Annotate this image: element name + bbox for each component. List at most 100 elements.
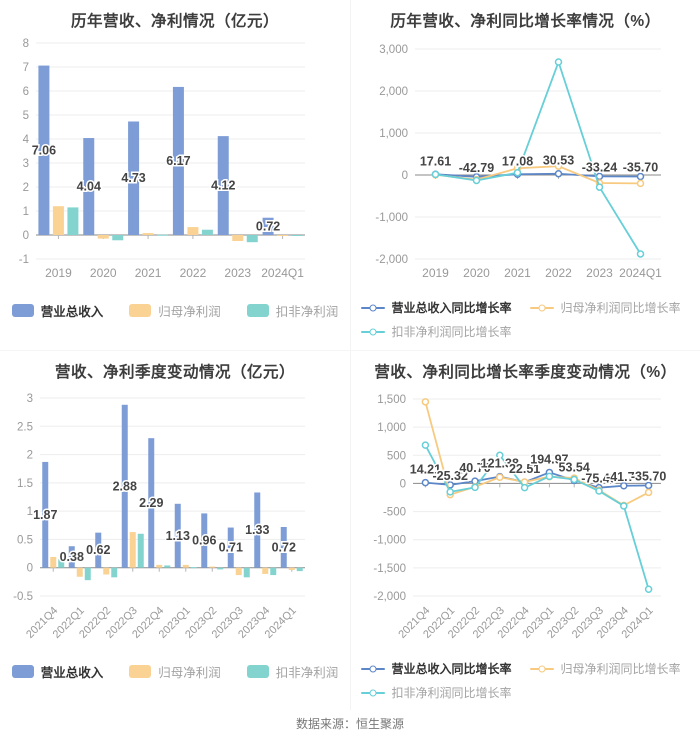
legend-label-net-profit: 归母净利润 xyxy=(158,305,221,319)
quarterly-growth-legend: 营业总收入同比增长率 归母净利润同比增长率扣非净利润同比增长率 xyxy=(360,660,691,701)
legend-item-non-recurring-profit[interactable]: 扣非净利润 xyxy=(246,301,338,320)
legend-item-revenue[interactable]: 营业总收入 xyxy=(11,301,103,320)
svg-text:2024Q1: 2024Q1 xyxy=(261,266,304,280)
legend-marker-ring xyxy=(538,304,546,311)
annual-growth-title: 历年营收、净利同比增长率情况（%） xyxy=(390,13,661,30)
legend-swatch-revenue xyxy=(11,304,34,317)
svg-text:1: 1 xyxy=(23,206,29,218)
svg-text:-1,500: -1,500 xyxy=(373,563,406,575)
svg-text:14.21: 14.21 xyxy=(410,463,441,477)
annual-amounts-chart: 8 7 6 5 4 3 2 1 0 -1 2019 2020 2021 2022 2023 2024Q1 7.0… xyxy=(19,38,305,280)
chart-grid: 历年营收、净利情况（亿元） 8 7 6 5 4 3 2 1 0 -1 2019 2020 2021 202… xyxy=(0,0,700,710)
svg-text:2,000: 2,000 xyxy=(379,86,408,98)
svg-text:17.08: 17.08 xyxy=(502,154,533,168)
legend-line-marker-revenue-growth xyxy=(360,304,385,311)
legend-marker-ring xyxy=(369,665,376,672)
svg-text:2021: 2021 xyxy=(504,266,531,280)
svg-text:53.54: 53.54 xyxy=(559,460,590,474)
svg-text:0: 0 xyxy=(27,563,33,575)
svg-text:-41.71: -41.71 xyxy=(606,470,641,484)
legend-item-non-recurring-growth[interactable]: 扣非净利润同比增长率 xyxy=(360,684,512,701)
legend-item-net-profit-growth[interactable]: 归母净利润同比增长率 xyxy=(529,660,681,677)
legend-marker-ring xyxy=(369,304,376,311)
legend-label-revenue: 营业总收入 xyxy=(40,666,104,680)
svg-text:121.38: 121.38 xyxy=(481,457,519,471)
svg-text:2022: 2022 xyxy=(545,266,572,280)
svg-text:3: 3 xyxy=(27,393,33,405)
svg-text:-500: -500 xyxy=(383,507,406,519)
legend-item-revenue-growth[interactable]: 营业总收入同比增长率 xyxy=(360,299,512,316)
legend-marker-ring xyxy=(369,689,376,696)
legend-label-net-profit-growth: 归母净利润同比增长率 xyxy=(560,301,681,315)
annual-amounts-title: 历年营收、净利情况（亿元） xyxy=(70,13,279,30)
svg-text:5: 5 xyxy=(23,110,29,122)
annual-growth-legend: 营业总收入同比增长率 归母净利润同比增长率扣非净利润同比增长率 xyxy=(360,299,691,340)
legend-item-net-profit-growth[interactable]: 归母净利润同比增长率 xyxy=(529,299,681,316)
svg-text:2020: 2020 xyxy=(463,266,490,280)
svg-text:500: 500 xyxy=(387,450,406,462)
legend-swatch-net-profit xyxy=(129,665,152,678)
legend-label-revenue-growth: 营业总收入同比增长率 xyxy=(391,662,512,676)
svg-text:4.04: 4.04 xyxy=(77,180,101,194)
svg-text:-75.49: -75.49 xyxy=(581,472,616,486)
legend-item-net-profit[interactable]: 归母净利润 xyxy=(129,662,221,681)
legend-label-non-recurring-growth: 扣非净利润同比增长率 xyxy=(391,686,512,700)
svg-text:2024Q1: 2024Q1 xyxy=(619,266,662,280)
svg-text:0: 0 xyxy=(23,230,29,242)
quarterly-amounts-title: 营收、净利季度变动情况（亿元） xyxy=(54,364,295,381)
svg-text:-35.70: -35.70 xyxy=(623,160,658,174)
svg-text:7: 7 xyxy=(23,62,29,74)
svg-text:1.33: 1.33 xyxy=(245,523,269,537)
legend-line-marker-non-recurring-growth xyxy=(360,328,385,335)
svg-text:30.53: 30.53 xyxy=(543,154,574,168)
svg-text:2021: 2021 xyxy=(135,266,162,280)
svg-text:2: 2 xyxy=(27,450,33,462)
svg-text:6.17: 6.17 xyxy=(166,154,190,168)
legend-swatch-revenue xyxy=(11,665,34,678)
legend-line-marker-net-profit-growth xyxy=(529,304,554,311)
annual-growth-chart: 3,000 2,000 1,000 0 -1,000 -2,000 2019 2020 2021… xyxy=(375,44,662,280)
svg-text:1: 1 xyxy=(27,506,33,518)
svg-text:2020: 2020 xyxy=(90,266,117,280)
svg-text:17.61: 17.61 xyxy=(420,154,451,168)
legend-item-revenue-growth[interactable]: 营业总收入同比增长率 xyxy=(360,660,512,677)
svg-text:-35.70: -35.70 xyxy=(631,469,666,483)
panel-annual-growth: 历年营收、净利同比增长率情况（%） 3,000 2,000 1,000 0 -1,000… xyxy=(350,0,700,350)
legend-marker-ring xyxy=(369,328,376,335)
svg-text:4: 4 xyxy=(23,134,30,146)
svg-text:4.12: 4.12 xyxy=(211,179,235,193)
svg-text:0: 0 xyxy=(400,478,406,490)
panel-quarterly-growth: 营收、净利同比增长率季度变动情况（%） 1,500 1,000 500 0 -500 -1… xyxy=(350,350,700,710)
svg-text:-25.32: -25.32 xyxy=(432,469,467,483)
svg-text:2022: 2022 xyxy=(180,266,207,280)
svg-text:40.70: 40.70 xyxy=(459,461,490,475)
svg-text:-2,000: -2,000 xyxy=(373,591,406,603)
svg-text:8: 8 xyxy=(23,38,29,50)
quarterly-amounts-chart: 32.521.510.50-0.52021Q42022Q12022Q22022Q… xyxy=(13,393,305,641)
legend-item-revenue[interactable]: 营业总收入 xyxy=(11,662,104,681)
svg-text:2023: 2023 xyxy=(224,266,251,280)
svg-text:0: 0 xyxy=(402,170,408,182)
svg-text:1.87: 1.87 xyxy=(33,508,57,522)
svg-text:-0.5: -0.5 xyxy=(13,591,33,603)
svg-text:4.73: 4.73 xyxy=(121,171,145,185)
svg-text:-1: -1 xyxy=(19,254,29,266)
svg-text:-1,000: -1,000 xyxy=(375,212,408,224)
legend-line-marker-net-profit-growth xyxy=(529,665,554,672)
quarterly-amounts-legend: 营业总收入 归母净利润 扣非净利润 xyxy=(0,662,350,681)
legend-marker-ring xyxy=(538,665,546,672)
annual-amounts-legend: 营业总收入 归母净利润 扣非净利润 xyxy=(0,301,350,320)
legend-item-non-recurring-profit[interactable]: 扣非净利润 xyxy=(246,662,339,681)
svg-text:1.5: 1.5 xyxy=(17,478,33,490)
quarterly-growth-chart: 1,5001,0005000-500-1,000-1,500-2,0002021… xyxy=(373,394,667,641)
svg-text:0.72: 0.72 xyxy=(272,540,296,554)
legend-item-net-profit[interactable]: 归母净利润 xyxy=(129,301,221,320)
legend-item-non-recurring-growth[interactable]: 扣非净利润同比增长率 xyxy=(360,323,512,340)
legend-label-non-recurring-profit: 扣非净利润 xyxy=(275,666,339,680)
svg-text:1.13: 1.13 xyxy=(166,529,190,543)
svg-text:7.06: 7.06 xyxy=(32,143,56,157)
svg-text:22.51: 22.51 xyxy=(509,462,540,476)
svg-text:0.96: 0.96 xyxy=(192,534,216,548)
svg-text:2.29: 2.29 xyxy=(139,496,163,510)
svg-text:3,000: 3,000 xyxy=(379,44,408,56)
